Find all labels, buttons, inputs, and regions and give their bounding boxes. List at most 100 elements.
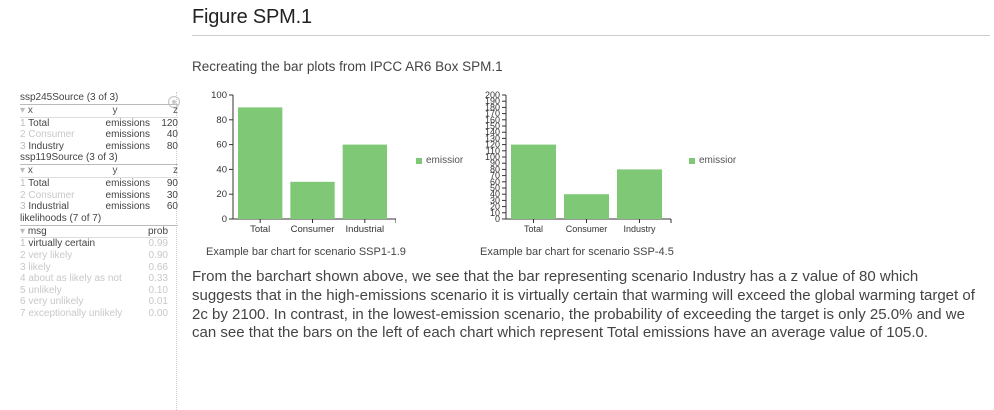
bar[interactable] (617, 169, 662, 219)
table-cell-y: emissions (105, 177, 150, 189)
y-tick-label: 170 (485, 109, 500, 119)
column-header-prob[interactable]: prob (140, 226, 168, 239)
bar[interactable] (511, 144, 556, 219)
page-title: Figure SPM.1 (192, 6, 312, 28)
table-ssp245: ▾ x y z 1 Total emissions 120 2 Consumer… (20, 105, 178, 152)
y-tick-label: 190 (485, 96, 500, 106)
y-tick-label: 140 (485, 127, 500, 137)
legend-swatch (416, 157, 422, 164)
x-tick-label: Total (524, 224, 543, 234)
bar[interactable] (238, 107, 283, 219)
y-tick-label: 100 (485, 152, 500, 162)
column-header-msg[interactable]: ▾ msg (20, 226, 140, 239)
y-tick-label: 60 (490, 177, 500, 187)
column-header-x[interactable]: ▾ x (20, 105, 80, 118)
table-cell-prob: 0.33 (148, 273, 168, 285)
column-header-z[interactable]: z (150, 105, 178, 118)
legend-label: emissior (426, 155, 464, 166)
table-cell-z: 80 (166, 140, 178, 152)
y-tick-label: 10 (490, 208, 500, 218)
x-tick-label: Total (250, 224, 270, 235)
table-cell-msg: 3 likely (20, 261, 51, 273)
y-tick-label: 120 (485, 140, 500, 150)
eye-icon[interactable] (167, 96, 181, 108)
bar[interactable] (290, 181, 335, 219)
bar-chart-ssp245: 0102030405060708090100110120130140150160… (485, 90, 672, 234)
table-title-ssp245: ssp245Source (3 of 3) (20, 92, 178, 105)
y-tick-label: 30 (490, 195, 500, 205)
table-cell-msg: 1 virtually certain (20, 238, 96, 250)
legend-label: emissior (699, 155, 737, 166)
table-cell-z: 60 (166, 201, 178, 213)
table-cell-prob: 0.10 (148, 284, 168, 296)
x-tick-label: Consumer (291, 224, 335, 235)
table-cell-z: 120 (161, 117, 178, 129)
table-cell-prob: 0.90 (148, 249, 168, 261)
x-tick-label: Consumer (566, 224, 608, 234)
y-tick-label: 200 (485, 90, 500, 100)
table-cell-prob: 0.00 (148, 307, 168, 319)
table-cell-x: 3 Industry (20, 140, 64, 152)
panel-divider (176, 92, 177, 410)
table-cell-prob: 0.66 (148, 261, 168, 273)
table-cell-x: 1 Total (20, 177, 50, 189)
column-header-y[interactable]: y (80, 105, 150, 118)
table-title-likelihoods: likelihoods (7 of 7) (20, 213, 178, 226)
table-cell-y: emissions (105, 201, 150, 213)
column-header-z[interactable]: z (150, 165, 178, 178)
y-tick-label: 0 (222, 214, 227, 225)
table-cell-x: 2 Consumer (20, 129, 75, 141)
chart-legend: emissior (416, 155, 463, 166)
table-likelihoods: ▾ msg prob 1 virtually certain 0.99 2 ve… (20, 226, 178, 320)
summary-paragraph: From the barchart shown above, we see th… (192, 268, 975, 342)
y-tick-label: 80 (490, 164, 500, 174)
table-cell-y: emissions (105, 140, 150, 152)
y-tick-label: 160 (485, 115, 500, 125)
bar[interactable] (342, 144, 387, 219)
chart-caption: Example bar chart for scenario SSP-4.5 (480, 246, 674, 258)
table-cell-y: emissions (105, 189, 150, 201)
table-cell-x: 1 Total (20, 117, 50, 129)
bar-chart-ssp119: 0 20 40 60 80 100 Total Consumer Industrial (211, 90, 396, 235)
y-tick-label: 40 (490, 189, 500, 199)
y-tick-label: 180 (485, 102, 500, 112)
y-tick-label: 0 (495, 214, 500, 224)
y-tick-label: 20 (490, 202, 500, 212)
data-panel: ssp245Source (3 of 3) ▾ x y z 1 Total em… (20, 92, 178, 320)
table-ssp119: ▾ x y z 1 Total emissions 90 2 Consumer … (20, 165, 178, 212)
y-tick-label: 90 (490, 158, 500, 168)
y-tick-label: 70 (490, 171, 500, 181)
y-tick-label: 150 (485, 121, 500, 131)
y-tick-label: 40 (216, 164, 227, 175)
table-title-ssp119: ssp119Source (3 of 3) (20, 152, 178, 166)
table-cell-msg: 7 exceptionally unlikely (20, 307, 123, 319)
table-cell-z: 90 (166, 177, 178, 189)
table-cell-x: 3 Industrial (20, 201, 69, 213)
table-cell-msg: 4 about as likely as not (20, 273, 122, 285)
column-header-x[interactable]: ▾ x (20, 165, 80, 178)
bar[interactable] (564, 194, 609, 219)
x-tick-label: Industrial (346, 224, 385, 235)
table-cell-msg: 5 unlikely (20, 284, 62, 296)
y-tick-label: 130 (485, 133, 500, 143)
table-cell-z: 30 (166, 189, 178, 201)
chart-caption: Example bar chart for scenario SSP1-1.9 (206, 246, 406, 258)
table-cell-y: emissions (105, 117, 150, 129)
column-header-y[interactable]: y (80, 165, 150, 178)
table-cell-x: 2 Consumer (20, 189, 75, 201)
page-subtitle: Recreating the bar plots from IPCC AR6 B… (192, 59, 503, 74)
x-tick-label: Industry (623, 224, 656, 234)
table-cell-prob: 0.01 (148, 296, 168, 308)
table-cell-msg: 6 very unlikely (20, 296, 84, 308)
y-tick-label: 100 (211, 90, 227, 101)
title-divider (192, 35, 990, 36)
y-tick-label: 110 (486, 146, 500, 156)
y-tick-label: 20 (216, 189, 227, 200)
table-cell-y: emissions (105, 129, 150, 141)
legend-swatch (689, 157, 695, 164)
y-tick-label: 80 (216, 115, 227, 126)
chart-legend: emissior (689, 155, 736, 166)
y-tick-label: 50 (490, 183, 500, 193)
table-cell-prob: 0.99 (148, 238, 168, 250)
table-cell-z: 40 (166, 129, 178, 141)
